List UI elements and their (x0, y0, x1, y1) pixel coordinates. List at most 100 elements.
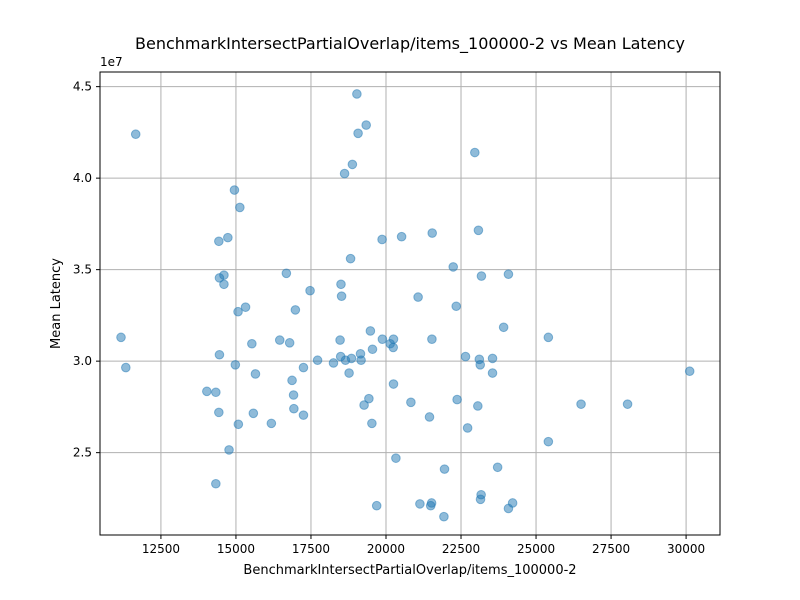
data-point (344, 368, 354, 378)
data-point (345, 253, 356, 264)
data-point (312, 355, 323, 366)
data-point (335, 335, 345, 345)
data-point (476, 271, 487, 281)
grid-layer (100, 72, 720, 535)
data-point (219, 279, 229, 290)
data-point (367, 344, 378, 355)
data-point (413, 292, 423, 302)
data-point (452, 394, 462, 405)
x-tick-label: 15000 (217, 542, 255, 556)
data-point (230, 360, 241, 370)
data-point (219, 270, 229, 280)
data-point (287, 375, 297, 386)
data-point (130, 129, 141, 140)
data-point (462, 423, 473, 433)
data-point (359, 400, 369, 410)
data-point (214, 349, 225, 360)
data-point (391, 453, 401, 463)
data-point (274, 335, 285, 345)
data-point (426, 498, 437, 508)
data-point (460, 351, 471, 362)
data-point (290, 305, 301, 315)
x-tick-label: 12500 (142, 542, 180, 556)
plot-frame (99, 71, 721, 536)
chart-title: BenchmarkIntersectPartialOverlap/items_1… (135, 34, 685, 54)
data-point (305, 285, 315, 296)
data-point (406, 397, 416, 408)
data-point (116, 332, 126, 343)
data-point (298, 410, 309, 420)
data-point (371, 500, 382, 511)
data-point (339, 168, 350, 179)
data-point (503, 269, 514, 280)
data-point (367, 418, 377, 429)
x-tick-label: 27500 (592, 542, 630, 556)
data-point (233, 419, 244, 430)
data-point (388, 379, 399, 389)
data-point (224, 445, 234, 455)
data-point (451, 301, 462, 312)
data-point (250, 369, 261, 379)
data-point (470, 147, 480, 158)
points-layer (116, 89, 695, 522)
data-point (396, 231, 407, 242)
y-tick-label: 2.5 (73, 446, 92, 460)
data-point (361, 120, 371, 130)
data-point (347, 159, 358, 170)
data-point (121, 362, 131, 373)
data-point (388, 334, 399, 344)
data-point (415, 499, 425, 509)
data-point (288, 390, 299, 400)
data-point (475, 360, 486, 370)
data-point (298, 362, 309, 373)
data-point (424, 412, 435, 422)
x-tick-label: 25000 (517, 542, 555, 556)
x-tick-label: 17500 (292, 542, 330, 556)
data-point (364, 393, 374, 404)
data-point (427, 334, 437, 344)
data-point (487, 368, 498, 378)
y-tick-label: 4.5 (73, 80, 92, 94)
data-point (388, 342, 398, 353)
data-point (328, 358, 339, 368)
data-point (498, 322, 509, 333)
data-point (377, 234, 387, 245)
y-tick-label: 3.0 (73, 354, 92, 368)
data-point (211, 478, 221, 489)
data-point (576, 399, 586, 409)
data-point (284, 338, 295, 348)
data-point (336, 279, 346, 290)
data-point (211, 387, 221, 398)
data-point (487, 353, 498, 364)
data-point (439, 511, 449, 522)
data-point (492, 462, 503, 473)
y-axis-label: Mean Latency (49, 258, 64, 349)
x-tick-label: 20000 (367, 542, 405, 556)
data-point (235, 202, 245, 213)
data-point (507, 498, 518, 508)
data-point (202, 386, 212, 397)
data-point (622, 399, 633, 409)
data-point (473, 401, 483, 411)
data-point (543, 436, 554, 447)
data-point (223, 232, 233, 243)
data-point (684, 366, 695, 377)
data-point (353, 128, 363, 139)
data-point (214, 407, 224, 418)
ticks-layer: 12500 15000 17500 20000 22500 25000 27500 30000… (73, 80, 705, 556)
data-point (248, 408, 259, 419)
data-point (356, 355, 366, 366)
data-point (352, 89, 362, 99)
data-point (427, 228, 438, 238)
data-point (229, 185, 240, 195)
data-point (365, 326, 376, 336)
data-point (240, 302, 251, 312)
data-point (336, 291, 347, 301)
data-point (543, 332, 554, 343)
data-point (476, 489, 486, 500)
data-point (266, 418, 277, 429)
data-point (247, 338, 257, 349)
y-tick-label: 4.0 (73, 171, 92, 185)
data-point (473, 225, 484, 236)
